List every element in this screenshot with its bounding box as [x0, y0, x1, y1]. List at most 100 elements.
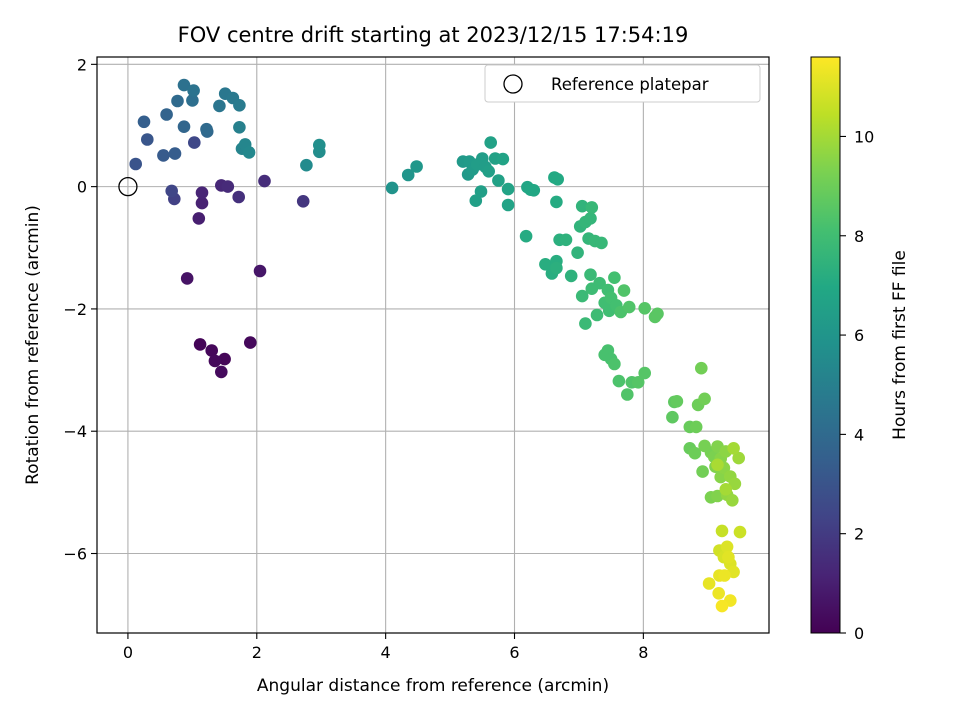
x-axis-label: Angular distance from reference (arcmin) — [257, 676, 609, 696]
data-point — [585, 201, 599, 214]
data-point — [195, 196, 209, 210]
y-tick-label: −4 — [63, 422, 87, 441]
data-point — [233, 121, 246, 134]
data-point — [727, 442, 740, 455]
data-point — [168, 147, 182, 160]
data-point — [244, 336, 257, 349]
y-tick-label: −2 — [63, 300, 87, 319]
data-point — [137, 115, 151, 129]
legend-box — [484, 64, 761, 103]
data-point — [215, 365, 228, 379]
data-point — [296, 195, 310, 208]
data-point — [550, 261, 563, 275]
colorbar-tick-label: 10 — [854, 127, 874, 146]
data-point — [722, 550, 735, 564]
data-point — [482, 165, 496, 178]
data-point — [571, 246, 584, 259]
data-point — [177, 120, 191, 133]
data-point — [698, 392, 711, 406]
data-point — [200, 122, 213, 136]
data-point — [501, 198, 515, 212]
data-point — [496, 152, 510, 166]
data-point — [233, 99, 246, 112]
data-point — [670, 395, 684, 408]
data-point — [192, 212, 206, 225]
data-point — [519, 229, 533, 243]
data-point — [718, 569, 731, 582]
data-point — [188, 136, 201, 149]
data-point — [638, 366, 651, 380]
data-point — [631, 376, 645, 389]
data-point — [205, 344, 218, 357]
data-point — [728, 477, 742, 491]
data-point — [410, 160, 423, 173]
colorbar-tick-label: 8 — [854, 227, 864, 246]
colorbar-label: Hours from first FF file — [890, 250, 910, 440]
data-point — [584, 268, 597, 282]
x-tick-label: 0 — [123, 643, 133, 662]
data-point — [300, 158, 313, 172]
data-point — [180, 272, 194, 285]
data-point — [695, 361, 708, 375]
data-point — [584, 212, 597, 225]
data-point — [564, 269, 578, 283]
data-point — [559, 233, 573, 247]
data-point — [595, 236, 608, 250]
data-point — [242, 146, 256, 159]
data-point — [719, 483, 733, 496]
data-point — [385, 181, 399, 195]
data-point — [492, 174, 505, 187]
data-point — [696, 465, 709, 478]
data-point — [550, 195, 563, 209]
data-point — [575, 289, 589, 303]
data-point — [218, 352, 231, 366]
data-point — [666, 410, 679, 424]
data-point — [720, 540, 734, 554]
data-point — [186, 94, 199, 107]
x-tick-label: 6 — [509, 643, 519, 662]
data-point — [258, 174, 271, 188]
data-point — [187, 84, 200, 97]
data-point — [313, 138, 326, 152]
data-point — [401, 168, 415, 182]
data-point — [232, 190, 245, 204]
data-point — [575, 199, 589, 213]
data-point — [689, 420, 703, 434]
data-point — [726, 494, 739, 507]
data-point — [157, 149, 170, 162]
x-axis: 0 2 4 6 8 — [123, 633, 648, 662]
data-point — [579, 317, 592, 330]
x-tick-label: 4 — [381, 643, 391, 662]
data-point — [593, 276, 606, 290]
colorbar-tick-label: 0 — [854, 624, 864, 643]
y-tick-label: 2 — [77, 55, 87, 74]
y-axis-label: Rotation from reference (arcmin) — [23, 205, 43, 485]
data-point — [213, 99, 226, 113]
colorbar: 0 2 4 6 8 10 Hours from first FF file — [810, 56, 910, 643]
data-point — [129, 157, 142, 171]
data-point — [193, 338, 207, 351]
colorbar-ticks: 0 2 4 6 8 10 — [840, 127, 874, 643]
colorbar-gradient — [810, 56, 841, 634]
y-tick-label: 0 — [77, 178, 87, 197]
data-points — [129, 78, 747, 613]
data-point — [539, 258, 552, 271]
data-point — [590, 308, 604, 322]
data-point — [501, 182, 515, 196]
data-point — [638, 302, 651, 315]
data-point — [608, 271, 621, 285]
data-point — [711, 458, 724, 472]
y-tick-label: −6 — [63, 545, 87, 564]
data-point — [165, 184, 178, 198]
data-point — [621, 388, 634, 401]
data-point — [712, 587, 725, 600]
data-point — [469, 194, 483, 207]
data-point — [551, 173, 564, 186]
data-point — [160, 108, 173, 121]
data-point — [702, 577, 716, 590]
data-point — [715, 599, 729, 613]
plot-frame — [96, 56, 770, 634]
legend-marker — [503, 74, 523, 94]
x-tick-label: 8 — [638, 643, 648, 662]
data-point — [733, 525, 747, 539]
